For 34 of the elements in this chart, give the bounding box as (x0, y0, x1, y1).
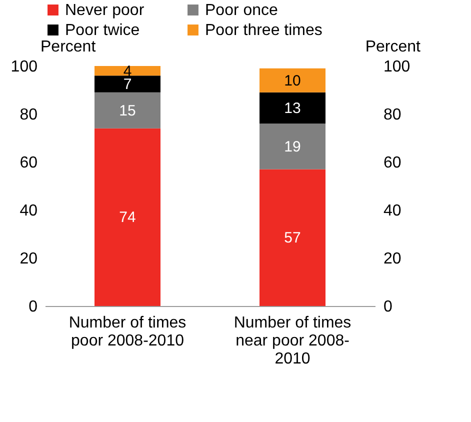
legend-label: Poor twice (65, 22, 140, 39)
bar (260, 68, 326, 92)
data-label: 57 (284, 230, 301, 247)
y2-tick-label: 40 (384, 202, 402, 220)
y2-axis-title: Percent (365, 38, 422, 56)
bar (94, 92, 160, 128)
data-label: 10 (284, 72, 301, 90)
y2-tick-label: 60 (384, 154, 402, 172)
bar (94, 128, 160, 306)
y2-tick-label: 100 (384, 58, 410, 76)
bar (260, 169, 326, 306)
y2-tick-label: 20 (384, 250, 402, 268)
legend-label: Poor three times (205, 22, 322, 39)
x-tick-label: Number of times poor 2008-2010 (68, 314, 186, 350)
data-label: 74 (119, 209, 136, 226)
y-tick-label: 20 (20, 250, 38, 268)
y-tick-label: 100 (10, 58, 38, 76)
data-label: 15 (119, 102, 136, 120)
legend-label: Poor once (205, 2, 278, 19)
y-tick-label: 80 (20, 106, 38, 124)
y-axis-title: Percent (40, 38, 96, 56)
bar (260, 92, 326, 124)
legend-label: Never poor (65, 2, 145, 19)
y2-tick-label: 80 (384, 106, 402, 124)
data-label: 19 (284, 138, 301, 156)
bar (94, 76, 160, 92)
x-tick-label: Number of times near poor 2008-2010 (234, 314, 352, 368)
bar (260, 124, 326, 170)
y-tick-label: 40 (20, 202, 38, 220)
y2-tick-label: 0 (384, 298, 392, 316)
y-tick-label: 60 (20, 154, 38, 172)
data-label: 13 (284, 100, 301, 117)
bar (94, 66, 160, 76)
y-tick-label: 0 (28, 298, 38, 316)
